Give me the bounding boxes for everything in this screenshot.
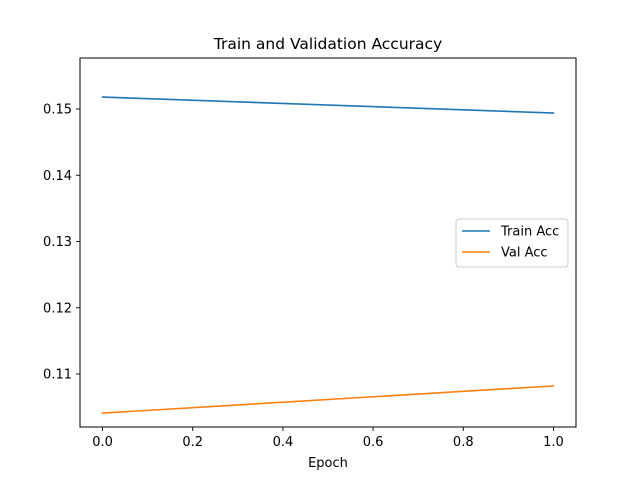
x-tick-label: 0.8 bbox=[453, 435, 474, 450]
y-tick-label: 0.11 bbox=[43, 368, 72, 383]
y-tick-label: 0.14 bbox=[43, 169, 72, 184]
y-tick-label: 0.12 bbox=[43, 301, 72, 316]
chart-title: Train and Validation Accuracy bbox=[213, 35, 442, 53]
y-axis: 0.11 0.12 0.13 0.14 0.15 bbox=[43, 103, 80, 383]
x-tick-label: 0.2 bbox=[182, 435, 203, 450]
y-tick-label: 0.13 bbox=[43, 235, 72, 250]
plot-area bbox=[101, 96, 555, 414]
x-tick-label: 0.6 bbox=[363, 435, 384, 450]
legend: Train Acc Val Acc bbox=[455, 218, 569, 268]
axes-frame bbox=[79, 57, 577, 428]
x-tick-label: 1.0 bbox=[543, 435, 564, 450]
y-tick-label: 0.15 bbox=[43, 103, 72, 118]
x-tick-label: 0.0 bbox=[92, 435, 113, 450]
series-line-val-acc bbox=[101, 385, 555, 414]
x-axis-title: Epoch bbox=[308, 456, 348, 471]
legend-label: Val Acc bbox=[501, 246, 548, 261]
x-tick-label: 0.4 bbox=[273, 435, 294, 450]
legend-label: Train Acc bbox=[500, 225, 559, 240]
x-axis: 0.0 0.2 0.4 0.6 0.8 1.0 bbox=[92, 427, 564, 450]
series-line-train-acc bbox=[101, 96, 555, 114]
